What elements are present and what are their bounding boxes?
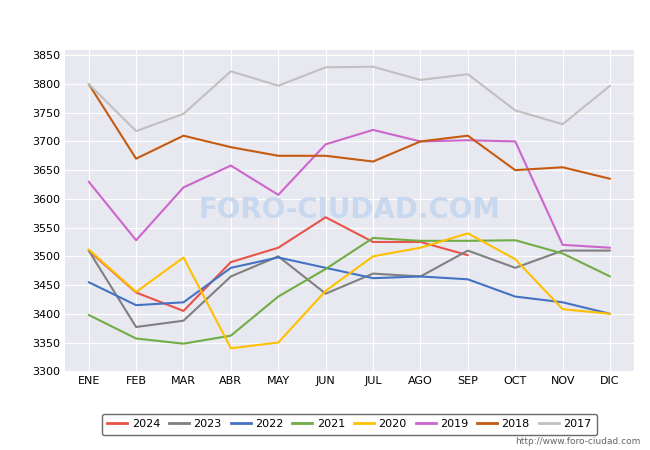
- Legend: 2024, 2023, 2022, 2021, 2020, 2019, 2018, 2017: 2024, 2023, 2022, 2021, 2020, 2019, 2018…: [102, 414, 597, 435]
- Text: http://www.foro-ciudad.com: http://www.foro-ciudad.com: [515, 436, 640, 446]
- Text: FORO-CIUDAD.COM: FORO-CIUDAD.COM: [198, 196, 500, 225]
- Text: Afiliados en Cangas del Narcea a 30/9/2024: Afiliados en Cangas del Narcea a 30/9/20…: [150, 16, 500, 31]
